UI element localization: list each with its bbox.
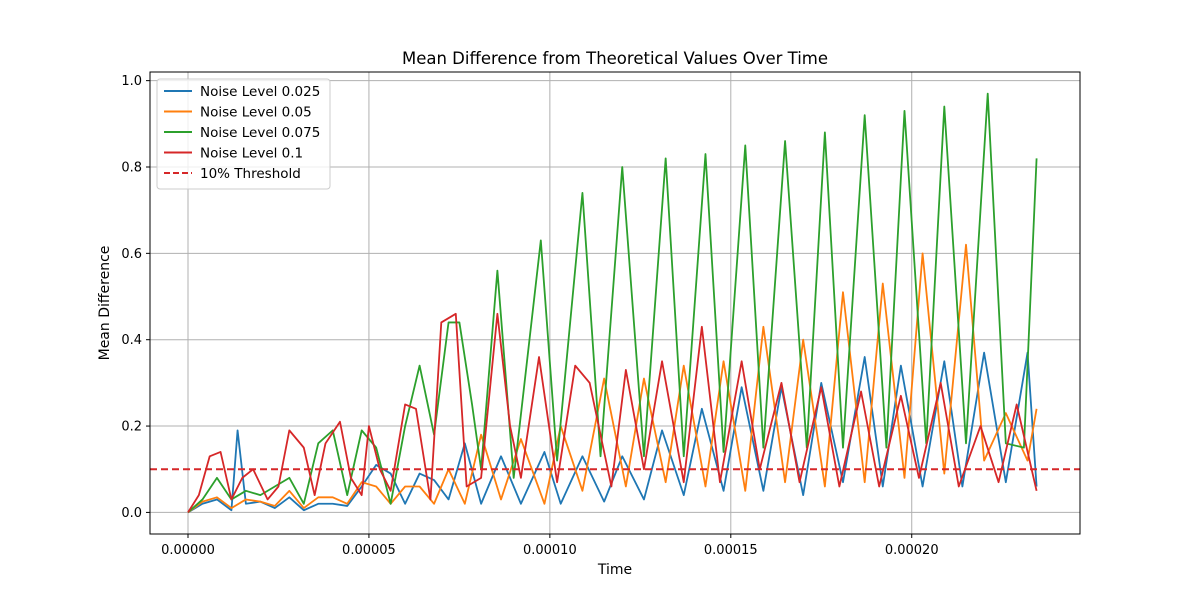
y-tick-label: 0.2 <box>121 420 142 435</box>
x-tick-label: 0.00000 <box>161 543 215 558</box>
legend-label-noise-0075: Noise Level 0.075 <box>200 125 320 141</box>
legend-box <box>156 78 331 190</box>
plot-frame <box>149 71 1081 535</box>
axis-ticks: 0.00000 0.00005 0.00010 0.00015 0.00020 0.0 0.… <box>121 74 938 558</box>
legend-label-noise-01: Noise Level 0.1 <box>200 146 303 162</box>
series-layer <box>187 92 1038 514</box>
y-tick-label: 0.0 <box>121 506 142 521</box>
y-tick-label: 1.0 <box>121 74 142 89</box>
x-tick-label: 0.00010 <box>523 543 577 558</box>
x-tick-label: 0.00015 <box>704 543 758 558</box>
y-tick-label: 0.6 <box>121 247 142 262</box>
legend-label-noise-005: Noise Level 0.05 <box>200 105 312 121</box>
y-axis-title: Mean Difference <box>97 246 113 361</box>
chart-title: Mean Difference from Theoretical Values … <box>402 49 828 68</box>
series-line-3 <box>187 312 1038 513</box>
legend-label-threshold: 10% Threshold <box>200 166 301 182</box>
y-tick-label: 0.8 <box>121 160 142 175</box>
x-tick-label: 0.00005 <box>342 543 396 558</box>
y-tick-label: 0.4 <box>121 333 142 348</box>
x-axis-title: Time <box>597 562 632 578</box>
series-line-2 <box>187 92 1038 514</box>
x-tick-label: 0.00020 <box>885 543 939 558</box>
legend-label-noise-0025: Noise Level 0.025 <box>200 84 320 100</box>
series-line-0 <box>187 351 1038 514</box>
legend: Noise Level 0.025 Noise Level 0.05 Noise… <box>156 78 331 190</box>
